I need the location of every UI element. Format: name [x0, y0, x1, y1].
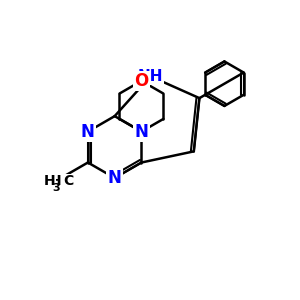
- Text: 3: 3: [52, 183, 60, 193]
- Text: N: N: [108, 169, 122, 187]
- Text: N: N: [81, 123, 95, 141]
- Text: H: H: [44, 174, 55, 188]
- Text: NH: NH: [138, 69, 163, 84]
- Text: C: C: [64, 174, 74, 188]
- Text: N: N: [134, 123, 148, 141]
- Text: O: O: [134, 72, 148, 90]
- Text: H: H: [50, 174, 61, 188]
